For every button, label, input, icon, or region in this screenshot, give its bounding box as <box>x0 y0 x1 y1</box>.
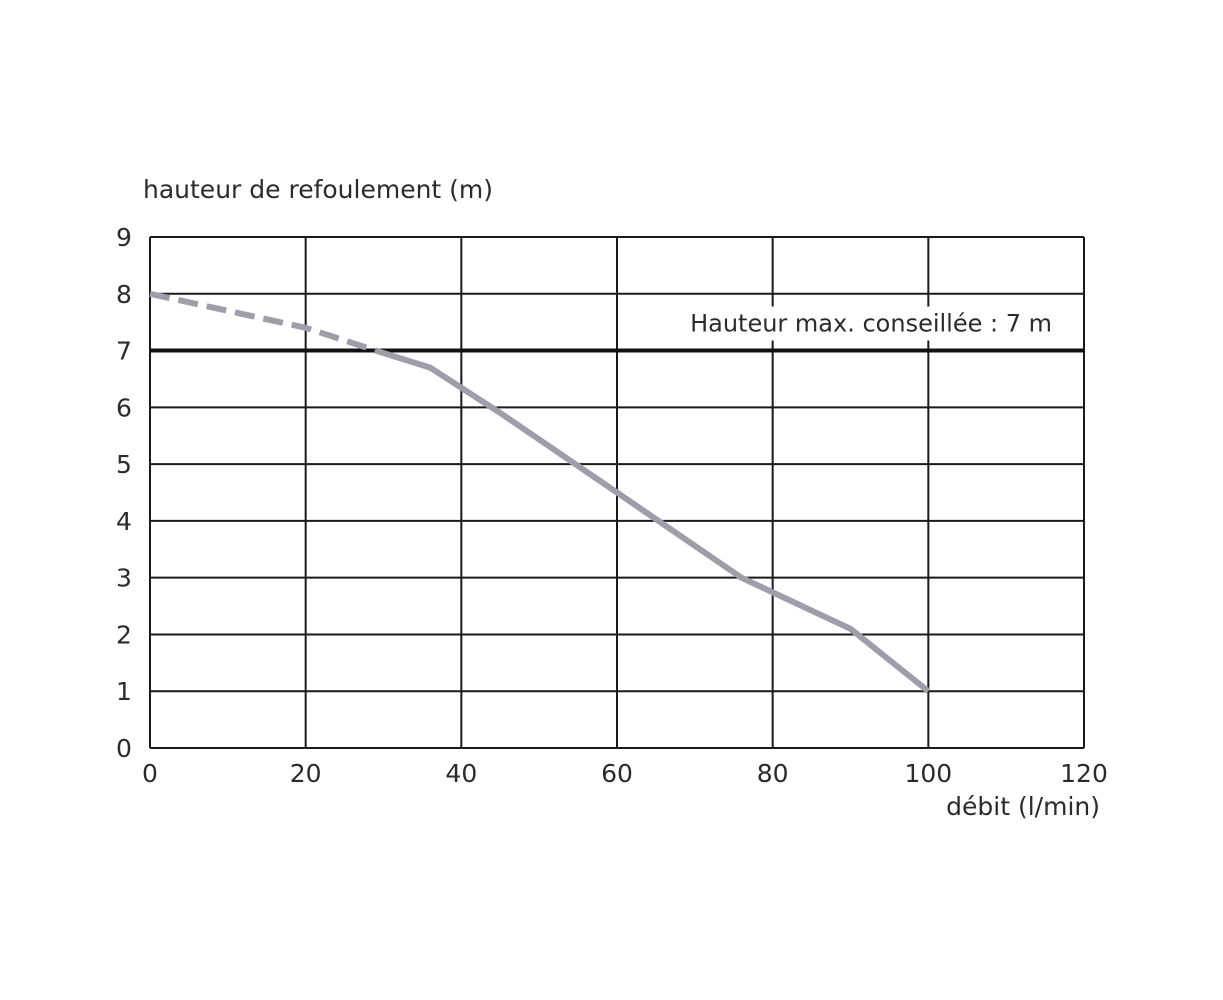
y-tick-label: 7 <box>116 337 132 366</box>
reference-line-group: Hauteur max. conseillée : 7 m <box>150 306 1084 353</box>
x-tick-label: 0 <box>142 759 158 788</box>
y-tick-label: 5 <box>116 450 132 479</box>
y-tick-label: 6 <box>116 393 132 422</box>
x-tick-label: 20 <box>290 759 322 788</box>
y-tick-label: 3 <box>116 564 132 593</box>
x-tick-label: 40 <box>445 759 477 788</box>
y-tick-label: 2 <box>116 620 132 649</box>
x-tick-label: 60 <box>601 759 633 788</box>
x-tick-labels: 0 20 40 60 80 100 120 <box>142 759 1108 788</box>
x-tick-label: 80 <box>757 759 789 788</box>
y-tick-label: 1 <box>116 677 132 706</box>
x-axis-title: débit (l/min) <box>946 792 1100 821</box>
series-line-recommended <box>374 347 931 694</box>
reference-line-label: Hauteur max. conseillée : 7 m <box>690 310 1052 338</box>
reference-label-background <box>648 306 1058 341</box>
y-tick-label: 4 <box>116 507 132 536</box>
y-tick-label: 8 <box>116 280 132 309</box>
y-axis-title: hauteur de refoulement (m) <box>143 175 493 204</box>
y-tick-labels: 0 1 2 3 4 5 6 7 8 9 <box>116 223 132 763</box>
y-tick-label: 0 <box>116 734 132 763</box>
x-tick-label: 100 <box>904 759 952 788</box>
series-group <box>149 290 931 694</box>
series-line-above-recommended <box>149 290 377 354</box>
x-tick-label: 120 <box>1060 759 1108 788</box>
y-tick-label: 9 <box>116 223 132 252</box>
